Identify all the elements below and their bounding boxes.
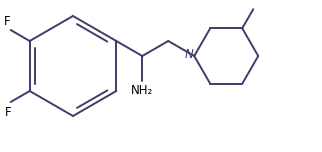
Text: F: F — [5, 106, 12, 119]
Text: F: F — [4, 15, 11, 28]
Text: NH₂: NH₂ — [131, 84, 153, 97]
Text: N: N — [185, 47, 193, 60]
